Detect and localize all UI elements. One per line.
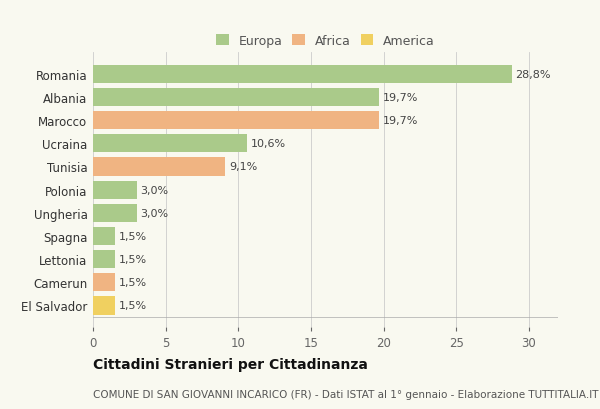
Bar	[93, 135, 247, 153]
Legend: Europa, Africa, America: Europa, Africa, America	[214, 32, 437, 50]
Bar	[93, 297, 115, 315]
Text: 28,8%: 28,8%	[515, 70, 551, 80]
Text: 19,7%: 19,7%	[383, 116, 418, 126]
Text: Cittadini Stranieri per Cittadinanza: Cittadini Stranieri per Cittadinanza	[93, 357, 368, 371]
Text: 3,0%: 3,0%	[140, 185, 169, 195]
Text: 1,5%: 1,5%	[118, 278, 146, 288]
Bar	[93, 158, 225, 176]
Text: 1,5%: 1,5%	[118, 301, 146, 311]
Bar	[93, 227, 115, 245]
Text: 1,5%: 1,5%	[118, 231, 146, 241]
Bar	[93, 181, 137, 199]
Bar	[93, 250, 115, 269]
Text: 1,5%: 1,5%	[118, 254, 146, 265]
Bar	[93, 204, 137, 222]
Bar	[93, 112, 379, 130]
Bar	[93, 89, 379, 107]
Bar	[93, 65, 511, 84]
Text: 19,7%: 19,7%	[383, 93, 418, 103]
Text: 10,6%: 10,6%	[251, 139, 286, 149]
Text: COMUNE DI SAN GIOVANNI INCARICO (FR) - Dati ISTAT al 1° gennaio - Elaborazione T: COMUNE DI SAN GIOVANNI INCARICO (FR) - D…	[93, 389, 599, 399]
Bar	[93, 274, 115, 292]
Text: 3,0%: 3,0%	[140, 208, 169, 218]
Text: 9,1%: 9,1%	[229, 162, 257, 172]
